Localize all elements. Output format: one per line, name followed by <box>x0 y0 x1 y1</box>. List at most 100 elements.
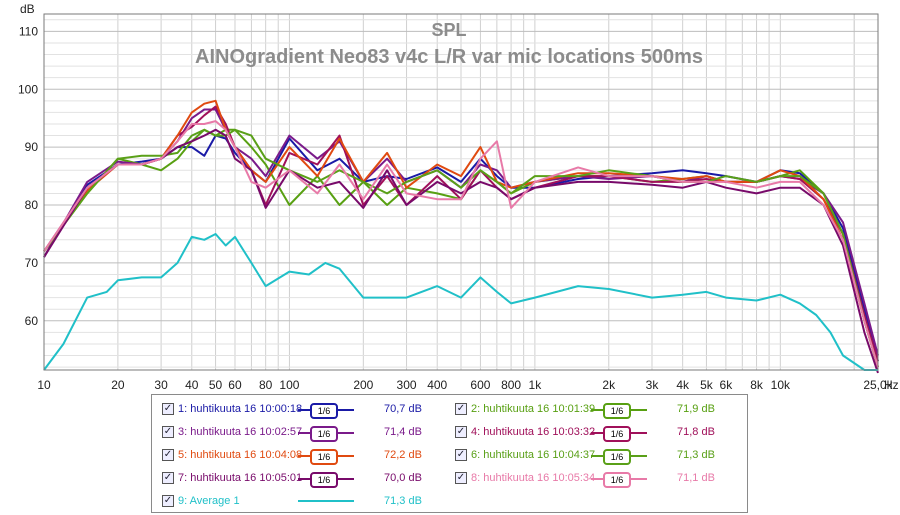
legend-swatch <box>298 455 312 457</box>
x-tick-label: 10k <box>771 378 791 392</box>
legend-swatch <box>338 409 354 411</box>
legend-item-2[interactable]: ✓ 2: huhtikuuta 16 10:01:39 1/6 71,9 dB <box>455 401 740 419</box>
smoothing-button[interactable]: 1/6 <box>310 472 338 488</box>
legend-checkbox[interactable]: ✓ <box>162 403 174 415</box>
smoothing-button[interactable]: 1/6 <box>603 403 631 419</box>
legend-item-5[interactable]: ✓ 5: huhtikuuta 16 10:04:08 1/6 72,2 dB <box>162 447 447 465</box>
legend-label: 1: huhtikuuta 16 10:00:18 <box>178 403 303 415</box>
smoothing-button[interactable]: 1/6 <box>603 449 631 465</box>
x-tick-label: 40 <box>185 378 199 392</box>
x-tick-label: 30 <box>154 378 168 392</box>
legend-swatch <box>298 409 312 411</box>
smoothing-button[interactable]: 1/6 <box>603 472 631 488</box>
legend-checkbox[interactable]: ✓ <box>455 472 467 484</box>
legend-swatch <box>338 455 354 457</box>
legend-swatch <box>338 478 354 480</box>
legend-level: 71,9 dB <box>677 403 715 415</box>
x-tick-label: 8k <box>750 378 764 392</box>
legend-label: 5: huhtikuuta 16 10:04:08 <box>178 449 303 461</box>
legend-checkbox[interactable]: ✓ <box>162 472 174 484</box>
legend-swatch <box>298 432 312 434</box>
y-tick-label: 80 <box>25 198 39 212</box>
x-tick-label: 400 <box>427 378 447 392</box>
series-line-9 <box>43 233 878 371</box>
legend-swatch <box>298 500 354 502</box>
legend-item-8[interactable]: ✓ 8: huhtikuuta 16 10:05:34 1/6 71,1 dB <box>455 470 740 488</box>
legend-label: 4: huhtikuuta 16 10:03:32 <box>471 426 596 438</box>
x-tick-label: 20 <box>111 378 125 392</box>
legend-label: 2: huhtikuuta 16 10:01:39 <box>471 403 596 415</box>
legend-swatch <box>298 478 312 480</box>
x-tick-label: 600 <box>470 378 490 392</box>
legend-swatch <box>591 478 605 480</box>
legend-swatch <box>631 478 647 480</box>
y-tick-label: 90 <box>25 140 39 154</box>
x-tick-label: 6k <box>720 378 734 392</box>
y-axis-ticks: 60 70 80 90 100 110 <box>18 24 38 327</box>
legend-checkbox[interactable]: ✓ <box>455 449 467 461</box>
y-tick-label: 70 <box>25 256 39 270</box>
legend-level: 71,1 dB <box>677 472 715 484</box>
plot-frame <box>43 13 879 371</box>
legend-checkbox[interactable]: ✓ <box>455 403 467 415</box>
legend-swatch <box>338 432 354 434</box>
x-tick-label: 200 <box>353 378 373 392</box>
legend-checkbox[interactable]: ✓ <box>455 426 467 438</box>
grid <box>44 14 878 370</box>
legend-checkbox[interactable]: ✓ <box>162 449 174 461</box>
smoothing-button[interactable]: 1/6 <box>310 403 338 419</box>
chart-title: SPL <box>431 20 466 40</box>
legend: ✓ 1: huhtikuuta 16 10:00:18 1/6 70,7 dB ✓ 2: … <box>151 394 748 513</box>
x-axis-ticks: 10 20 30 40 50 60 80 100 200 300 400 600 800 1k 2k 3k 4k… <box>37 378 893 392</box>
x-tick-label: 4k <box>676 378 690 392</box>
y-axis-label: dB <box>20 2 35 16</box>
x-tick-label: 50 <box>209 378 223 392</box>
x-tick-label: 10 <box>37 378 51 392</box>
x-tick-label: 25,0k <box>863 378 893 392</box>
smoothing-button[interactable]: 1/6 <box>310 426 338 442</box>
x-tick-label: 60 <box>228 378 242 392</box>
legend-level: 70,7 dB <box>384 403 422 415</box>
legend-label: 3: huhtikuuta 16 10:02:57 <box>178 426 303 438</box>
legend-level: 70,0 dB <box>384 472 422 484</box>
legend-checkbox[interactable]: ✓ <box>162 495 174 507</box>
legend-swatch <box>631 432 647 434</box>
chart-subtitle: AINOgradient Neo83 v4c L/R var mic locat… <box>195 46 703 68</box>
x-tick-label: 300 <box>397 378 417 392</box>
legend-label: 8: huhtikuuta 16 10:05:34 <box>471 472 596 484</box>
x-tick-label: 80 <box>259 378 273 392</box>
legend-item-9[interactable]: ✓ 9: Average 1 71,3 dB <box>162 493 447 509</box>
y-tick-label: 100 <box>18 82 38 96</box>
legend-label: 9: Average 1 <box>178 495 240 507</box>
legend-level: 72,2 dB <box>384 449 422 461</box>
x-tick-label: 100 <box>279 378 299 392</box>
legend-item-7[interactable]: ✓ 7: huhtikuuta 16 10:05:01 1/6 70,0 dB <box>162 470 447 488</box>
legend-label: 7: huhtikuuta 16 10:05:01 <box>178 472 303 484</box>
legend-swatch <box>631 455 647 457</box>
x-axis-label: Hz <box>884 378 899 392</box>
x-tick-label: 800 <box>501 378 521 392</box>
legend-label: 6: huhtikuuta 16 10:04:37 <box>471 449 596 461</box>
x-tick-label: 1k <box>529 378 543 392</box>
x-tick-label: 3k <box>646 378 660 392</box>
legend-level: 71,3 dB <box>384 495 422 507</box>
legend-checkbox[interactable]: ✓ <box>162 426 174 438</box>
series-lines <box>43 99 879 374</box>
legend-swatch <box>631 409 647 411</box>
legend-level: 71,3 dB <box>677 449 715 461</box>
series-line-7 <box>43 128 879 374</box>
legend-item-3[interactable]: ✓ 3: huhtikuuta 16 10:02:57 1/6 71,4 dB <box>162 424 447 442</box>
legend-swatch <box>591 409 605 411</box>
legend-item-1[interactable]: ✓ 1: huhtikuuta 16 10:00:18 1/6 70,7 dB <box>162 401 447 419</box>
y-tick-label: 60 <box>25 314 39 328</box>
series-line-6 <box>43 128 879 368</box>
smoothing-button[interactable]: 1/6 <box>310 449 338 465</box>
legend-swatch <box>591 432 605 434</box>
y-tick-label: 110 <box>19 24 38 38</box>
smoothing-button[interactable]: 1/6 <box>603 426 631 442</box>
x-tick-label: 2k <box>602 378 616 392</box>
legend-level: 71,4 dB <box>384 426 422 438</box>
legend-item-4[interactable]: ✓ 4: huhtikuuta 16 10:03:32 1/6 71,8 dB <box>455 424 740 442</box>
legend-item-6[interactable]: ✓ 6: huhtikuuta 16 10:04:37 1/6 71,3 dB <box>455 447 740 465</box>
